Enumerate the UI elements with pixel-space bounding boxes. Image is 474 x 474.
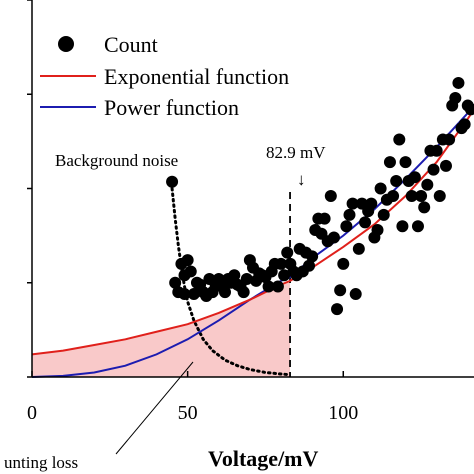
data-point bbox=[352, 242, 365, 255]
data-point bbox=[334, 284, 347, 297]
data-point bbox=[184, 265, 197, 278]
data-point bbox=[433, 190, 446, 203]
data-point bbox=[281, 246, 294, 259]
data-point bbox=[324, 190, 337, 203]
data-point bbox=[449, 92, 462, 105]
data-point bbox=[178, 288, 191, 301]
data-point bbox=[228, 269, 241, 282]
data-point bbox=[237, 286, 250, 299]
data-point bbox=[359, 216, 372, 229]
data-point bbox=[408, 171, 421, 184]
data-points bbox=[166, 76, 474, 316]
x-tick-label: 0 bbox=[27, 402, 37, 424]
x-tick-label: 100 bbox=[328, 402, 358, 424]
data-point bbox=[337, 257, 350, 270]
counting-loss-region bbox=[32, 280, 291, 377]
data-point bbox=[405, 190, 418, 203]
data-point bbox=[187, 288, 200, 301]
data-point bbox=[418, 201, 431, 214]
data-point bbox=[421, 178, 434, 191]
data-point bbox=[240, 272, 253, 285]
counting-loss-fill bbox=[32, 280, 291, 377]
data-point bbox=[349, 288, 362, 301]
fit-curves bbox=[31, 106, 474, 378]
data-point bbox=[271, 280, 284, 293]
data-point bbox=[399, 156, 412, 169]
legend: Count Exponential function Power functio… bbox=[40, 32, 289, 120]
data-point bbox=[327, 231, 340, 244]
data-point bbox=[306, 250, 319, 263]
data-point bbox=[262, 280, 275, 293]
data-point bbox=[464, 103, 474, 116]
data-point bbox=[387, 190, 400, 203]
axes: 0 50 100 bbox=[27, 0, 474, 424]
x-axis-title: Voltage/mV bbox=[208, 446, 319, 471]
data-point bbox=[458, 118, 471, 131]
background-noise-label: Background noise bbox=[55, 151, 178, 170]
data-point bbox=[427, 163, 440, 176]
power-function-curve bbox=[31, 106, 474, 378]
data-point bbox=[371, 223, 384, 236]
background-noise-curve bbox=[170, 187, 292, 377]
data-point bbox=[169, 276, 182, 289]
data-point bbox=[393, 133, 406, 146]
data-point bbox=[318, 212, 331, 225]
data-point bbox=[343, 208, 356, 221]
data-point bbox=[275, 257, 288, 270]
data-point bbox=[443, 133, 456, 146]
x-tick-label: 50 bbox=[178, 402, 198, 424]
data-point bbox=[346, 197, 359, 210]
data-point bbox=[278, 269, 291, 282]
data-point bbox=[340, 220, 353, 233]
data-point bbox=[303, 259, 316, 272]
data-point bbox=[365, 197, 378, 210]
data-point bbox=[396, 220, 409, 233]
loss-leader-line bbox=[115, 361, 194, 455]
data-point bbox=[452, 76, 465, 89]
data-point bbox=[430, 144, 443, 157]
data-point bbox=[331, 303, 344, 316]
data-point bbox=[181, 254, 194, 267]
data-point bbox=[166, 175, 179, 188]
legend-marker-count bbox=[58, 36, 74, 52]
threshold-arrow: ↓ bbox=[297, 170, 306, 189]
counting-loss-label: unting loss bbox=[4, 453, 78, 472]
data-point bbox=[374, 182, 387, 195]
data-point bbox=[411, 220, 424, 233]
threshold-label: 82.9 mV bbox=[266, 143, 326, 162]
legend-label-count: Count bbox=[104, 32, 158, 57]
legend-label-power: Power function bbox=[104, 95, 239, 120]
data-point bbox=[218, 286, 231, 299]
data-point bbox=[377, 208, 390, 221]
data-point bbox=[383, 156, 396, 169]
legend-label-exponential: Exponential function bbox=[104, 64, 289, 89]
data-point bbox=[439, 159, 452, 172]
data-point bbox=[415, 190, 428, 203]
data-point bbox=[390, 174, 403, 187]
